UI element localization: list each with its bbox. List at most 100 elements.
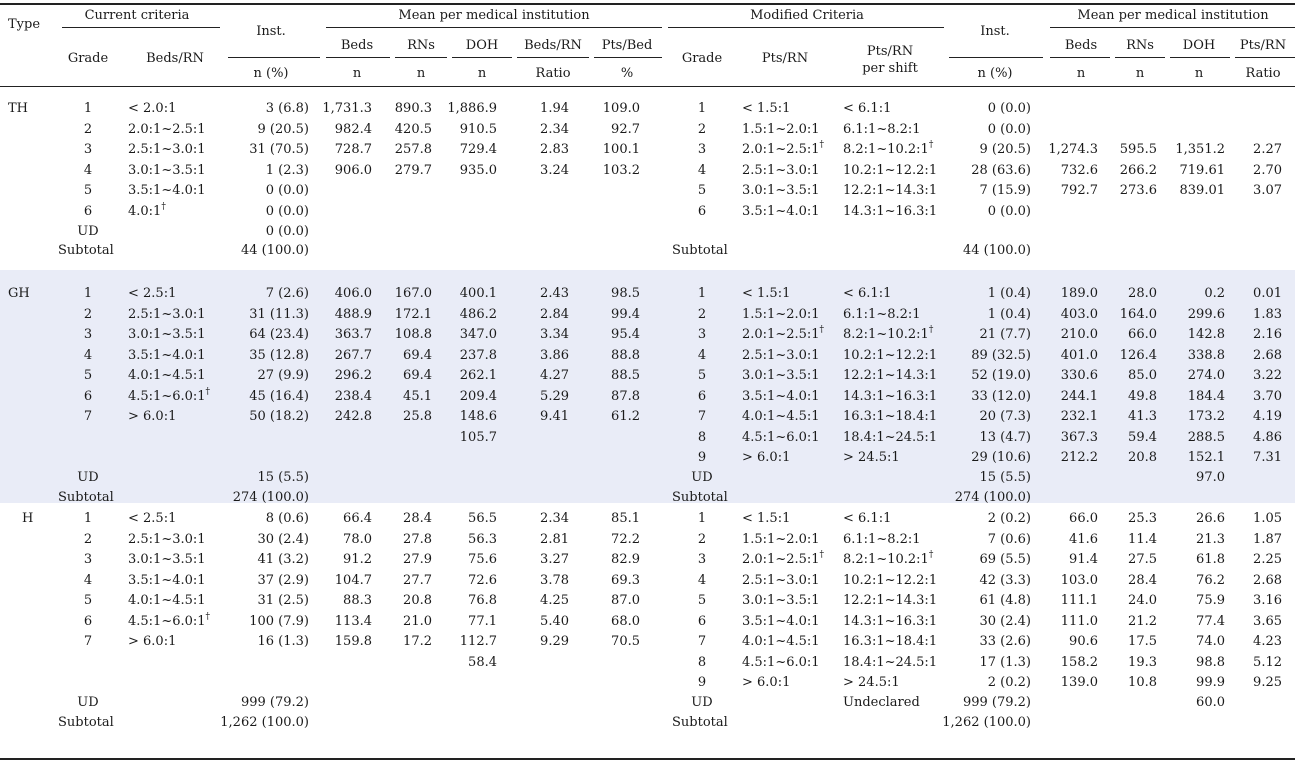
header-doh-mod: DOH (1182, 38, 1216, 53)
current-beds: 159.8 (334, 634, 372, 649)
range-text: 3.5:1~4.0:1 (128, 572, 206, 588)
modified-beds: 158.2 (1060, 654, 1098, 670)
current-grade: 7 (83, 634, 93, 649)
modified-rns: 10.8 (1128, 675, 1157, 690)
header-pts-rn: Pts/RN (761, 51, 809, 66)
modified-beds: 111.1 (1060, 593, 1098, 608)
current-grade: 2 (83, 121, 93, 137)
modified-beds: 111.0 (1060, 613, 1098, 629)
modified-pts-rn-range: 1.5:1~2.0:1 (742, 122, 820, 137)
header-inst-modified: Inst. (980, 24, 1010, 39)
current-rns: 27.7 (403, 572, 432, 588)
current-doh-ud: 58.4 (468, 654, 497, 670)
modified-shift-range: 14.3:1~16.3:1 (843, 614, 937, 629)
modified-beds: 232.1 (1060, 409, 1098, 424)
section-type: H (22, 511, 34, 526)
modified-ratio: 2.68 (1253, 572, 1282, 588)
current-grade: UD (77, 224, 99, 239)
modified-doh: 338.8 (1187, 347, 1225, 363)
modified-inst: 7 (15.9) (979, 183, 1032, 198)
current-beds: 242.8 (334, 409, 372, 424)
current-rns: 167.0 (394, 286, 432, 301)
modified-shift-range: 16.3:1~18.4:1 (843, 634, 937, 649)
current-grade: 5 (83, 183, 93, 198)
current-inst: 27 (9.9) (257, 368, 310, 383)
modified-rns: 24.0 (1128, 593, 1157, 608)
modified-inst: 9 (20.5) (979, 142, 1032, 157)
current-beds: 728.7 (334, 142, 372, 157)
modified-inst: 0 (0.0) (987, 121, 1031, 137)
modified-ratio: 2.16 (1253, 327, 1282, 342)
current-rns: 890.3 (394, 101, 432, 116)
current-beds-rn: 9.29 (540, 634, 569, 649)
modified-grade: 9 (697, 450, 707, 465)
header-n-doh-mod: n (1194, 66, 1204, 81)
current-beds: 113.4 (334, 613, 372, 629)
modified-doh: 1,351.2 (1175, 142, 1225, 157)
modified-beds: 244.1 (1060, 388, 1098, 404)
current-beds-rn-range: < 2.5:1 (128, 286, 176, 301)
modified-grade: 6 (697, 203, 707, 219)
current-beds-rn: 2.34 (540, 121, 569, 137)
current-inst: 3 (6.8) (265, 101, 309, 116)
current-beds: 406.0 (334, 286, 372, 301)
current-subtotal-label: Subtotal (58, 490, 114, 505)
modified-pts-rn-range: 4.5:1~6.0:1 (742, 430, 820, 445)
current-rns: 69.4 (403, 347, 432, 363)
range-text: < 2.5:1 (128, 511, 177, 526)
modified-rns: 273.6 (1119, 183, 1157, 198)
modified-pts-rn-range: 3.0:1~3.5:1 (742, 183, 820, 198)
current-rns: 28.4 (403, 511, 432, 526)
current-pts-bed: 98.5 (611, 286, 640, 301)
modified-shift-range: 18.4:1~24.5:1 (843, 655, 937, 670)
header-beds-rn-col: Beds/RN (524, 38, 582, 53)
modified-inst: 2 (0.2) (987, 675, 1031, 690)
current-beds-rn: 2.81 (540, 531, 569, 547)
range-text: 6.1:1~8.2:1 (843, 306, 921, 322)
modified-rns: 66.0 (1128, 327, 1157, 342)
current-pts-bed: 88.8 (611, 347, 640, 363)
modified-beds: 792.7 (1060, 183, 1098, 198)
current-beds-rn-range: 3.0:1~3.5:1 (128, 327, 206, 342)
current-pts-bed: 92.7 (611, 121, 640, 137)
inst-current-rule (228, 57, 320, 58)
modified-doh: 173.2 (1187, 409, 1225, 424)
current-beds-rn-range: 4.0:1~4.5:1 (128, 593, 206, 608)
modified-rns: 41.3 (1128, 409, 1157, 424)
modified-ud-label: UD (691, 694, 713, 710)
current-subtotal: 1,262 (100.0) (220, 715, 309, 730)
modified-shift-range: 6.1:1~8.2:1 (843, 532, 921, 547)
modified-subtotal-label: Subtotal (672, 490, 728, 505)
modified-doh: 142.8 (1187, 327, 1225, 342)
range-text: 2.5:1~3.0:1 (742, 572, 820, 588)
current-beds-rn-range: 2.5:1~3.0:1 (128, 307, 206, 322)
modified-pts-rn-range: 1.5:1~2.0:1 (742, 532, 820, 547)
modified-doh: 74.0 (1196, 634, 1225, 649)
current-inst: 16 (1.3) (257, 634, 310, 649)
mean-current-subrule-4 (517, 57, 589, 58)
current-beds-rn-range: < 2.5:1 (128, 511, 176, 526)
modified-ratio: 4.86 (1253, 429, 1282, 445)
range-text: 2.5:1~3.0:1 (128, 531, 206, 547)
dagger-mark: † (161, 201, 166, 212)
modified-pts-rn-range: 2.0:1~2.5:1† (742, 551, 824, 568)
modified-criteria-rule (668, 27, 944, 28)
modified-rns: 28.0 (1128, 286, 1157, 301)
modified-inst: 17 (1.3) (979, 654, 1032, 670)
current-rns: 279.7 (394, 162, 432, 178)
current-beds-rn-range: 2.5:1~3.0:1 (128, 142, 206, 157)
modified-grade: 1 (697, 286, 707, 301)
modified-beds: 367.3 (1060, 429, 1098, 445)
current-beds: 66.4 (343, 511, 372, 526)
modified-grade: 7 (697, 634, 707, 649)
modified-grade: 2 (697, 306, 707, 322)
range-text: 16.3:1~18.4:1 (843, 634, 938, 649)
current-rns: 25.8 (403, 409, 432, 424)
modified-ratio: 1.83 (1253, 306, 1282, 322)
current-ud-label: UD (77, 694, 99, 710)
modified-grade: 9 (697, 675, 707, 690)
current-inst: 50 (18.2) (249, 409, 309, 424)
range-text: > 24.5:1 (843, 675, 900, 690)
header-pts-rn-ratio: Pts/RN (1239, 38, 1287, 53)
modified-doh: 99.9 (1196, 675, 1225, 690)
